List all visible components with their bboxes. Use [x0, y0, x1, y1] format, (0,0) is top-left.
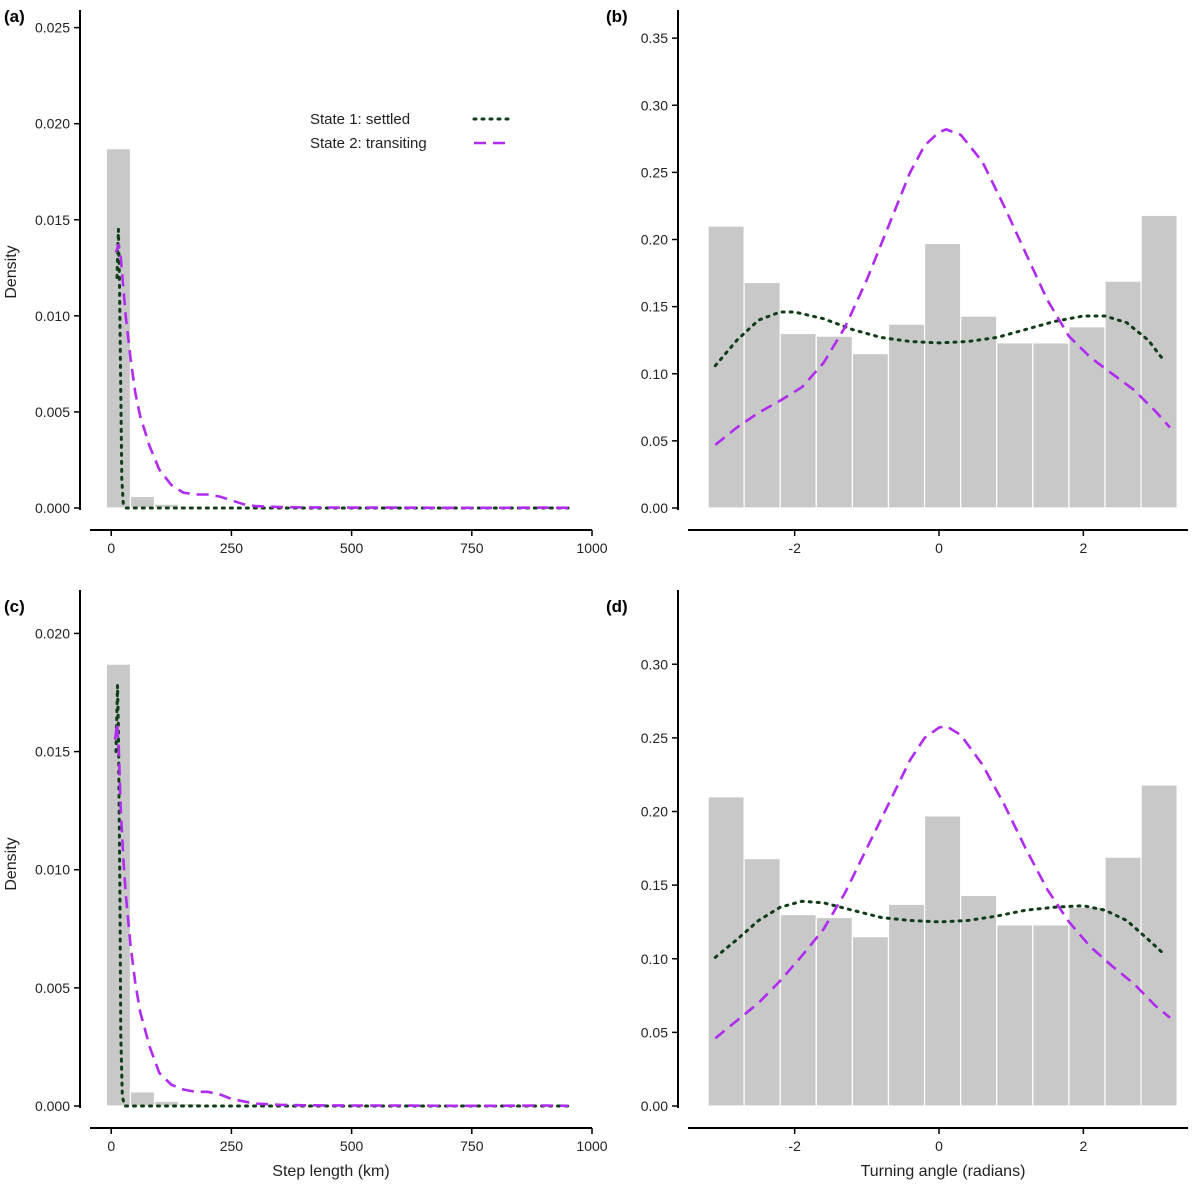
- histogram-bar: [1104, 856, 1142, 1107]
- y-tick-label: 0.20: [641, 804, 668, 820]
- x-axis-label: Step length (km): [272, 1163, 389, 1180]
- y-tick-label: 0.020: [35, 625, 70, 641]
- x-tick-label: -2: [788, 540, 801, 556]
- y-tick-label: 0.25: [641, 730, 668, 746]
- x-tick-label: 0: [107, 1138, 115, 1154]
- y-tick-label: 0.010: [35, 862, 70, 878]
- histogram-bar: [996, 342, 1034, 509]
- histogram-bar: [923, 815, 962, 1107]
- x-tick-label: 1000: [576, 540, 607, 556]
- x-tick-label: 250: [220, 1138, 244, 1154]
- y-tick-label: 0.005: [35, 404, 70, 420]
- y-tick-label: 0.015: [35, 212, 70, 228]
- settled-density-line: [114, 683, 570, 1108]
- histogram-bar: [779, 913, 817, 1107]
- histogram-bar: [1068, 326, 1106, 509]
- y-tick-label: 0.35: [641, 30, 668, 46]
- panel-label: (b): [606, 7, 628, 26]
- histogram-bar: [1140, 784, 1178, 1107]
- panel-a: (a) Density 0.000 0.005 0.010 0.015 0.020 0.0…: [3, 7, 608, 556]
- histogram-bar: [960, 315, 998, 509]
- panel-c: (c) Density Step length (km) 0.000 0.005 0…: [3, 590, 608, 1180]
- histogram-bar: [815, 916, 853, 1107]
- transiting-density-line: [114, 243, 569, 510]
- histogram-bar: [105, 148, 132, 509]
- histogram-bar: [707, 796, 745, 1107]
- x-tick-label: -2: [788, 1138, 801, 1154]
- y-tick-label: 0.30: [641, 656, 668, 672]
- y-tick-label: 0.000: [35, 500, 70, 516]
- y-tick-label: 0.05: [641, 1024, 668, 1040]
- y-tick-label: 0.000: [35, 1098, 70, 1114]
- histogram-bar: [779, 332, 817, 509]
- x-tick-label: 500: [340, 540, 364, 556]
- histogram-bar: [887, 323, 926, 509]
- histogram-bar: [1032, 342, 1070, 509]
- y-tick-label: 0.10: [641, 951, 668, 967]
- x-tick-label: 0: [107, 540, 115, 556]
- histogram-bar: [923, 242, 962, 509]
- transiting-density-line: [714, 724, 1171, 1040]
- y-tick-label: 0.015: [35, 744, 70, 760]
- x-tick-label: 1000: [576, 1138, 607, 1154]
- transiting-density-line: [113, 721, 569, 1108]
- settled-density-line: [115, 227, 570, 510]
- histogram-bar: [960, 894, 998, 1107]
- x-tick-label: 2: [1079, 540, 1087, 556]
- y-tick-label: 0.010: [35, 308, 70, 324]
- x-tick-label: 0: [935, 540, 943, 556]
- y-tick-label: 0.025: [35, 20, 70, 36]
- histogram-bar: [1140, 214, 1178, 509]
- y-axis-label: Density: [3, 245, 20, 298]
- legend-label-transiting: State 2: transiting: [310, 135, 427, 152]
- y-tick-label: 0.15: [641, 877, 668, 893]
- y-tick-label: 0.00: [641, 500, 668, 516]
- settled-density-line: [713, 899, 1165, 959]
- x-tick-label: 750: [460, 540, 484, 556]
- y-tick-label: 0.020: [35, 116, 70, 132]
- histogram-bar: [1032, 924, 1070, 1107]
- y-tick-label: 0.00: [641, 1098, 668, 1114]
- histogram-bar: [996, 924, 1034, 1107]
- panel-b: (b) 0.00 0.05 0.10 0.15 0.20 0.25 0.30 0.35 -2 0 2: [606, 7, 1188, 556]
- legend-label-settled: State 1: settled: [310, 111, 410, 128]
- histogram-bar: [1104, 280, 1142, 509]
- x-tick-label: 750: [460, 1138, 484, 1154]
- panel-label: (d): [606, 597, 628, 616]
- panel-label: (c): [4, 597, 25, 616]
- legend: State 1: settled State 2: transiting: [310, 111, 514, 152]
- y-tick-label: 0.005: [35, 980, 70, 996]
- panel-d: (d) Turning angle (radians) 0.00 0.05 0.10…: [606, 590, 1188, 1180]
- histogram-bar: [887, 903, 926, 1107]
- y-tick-label: 0.30: [641, 97, 668, 113]
- histogram-bar: [1068, 906, 1106, 1107]
- histogram-bar: [129, 1091, 156, 1107]
- histogram-bar: [129, 495, 156, 509]
- settled-density-line: [713, 310, 1165, 368]
- x-tick-label: 250: [220, 540, 244, 556]
- y-tick-label: 0.05: [641, 433, 668, 449]
- transiting-density-line: [714, 128, 1171, 446]
- y-tick-label: 0.15: [641, 299, 668, 315]
- x-tick-label: 500: [340, 1138, 364, 1154]
- histogram-bar: [743, 281, 781, 509]
- panel-label: (a): [4, 7, 25, 26]
- histogram-bar: [851, 936, 890, 1107]
- histogram-bar: [707, 225, 745, 509]
- histogram-bar: [851, 353, 890, 509]
- x-axis-label: Turning angle (radians): [861, 1163, 1026, 1180]
- histogram-bar: [743, 858, 781, 1107]
- y-tick-label: 0.20: [641, 232, 668, 248]
- histogram-bar: [815, 335, 853, 509]
- x-tick-label: 0: [935, 1138, 943, 1154]
- y-axis-label: Density: [3, 837, 20, 890]
- y-tick-label: 0.25: [641, 164, 668, 180]
- y-tick-label: 0.10: [641, 366, 668, 382]
- x-tick-label: 2: [1079, 1138, 1087, 1154]
